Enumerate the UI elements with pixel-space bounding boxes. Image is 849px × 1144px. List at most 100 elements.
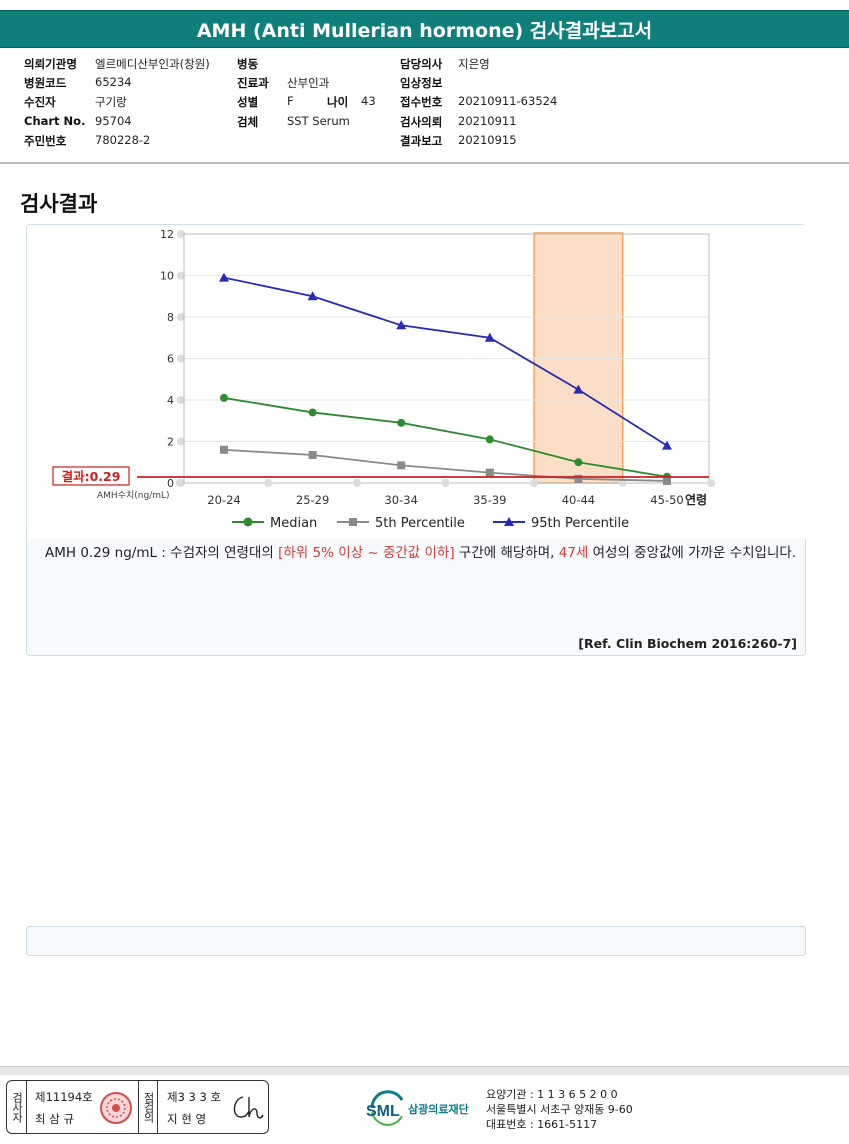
signature-box: 검사자 제11194호 최 삼 규 점검의 제3 3 3 호 지 현 영 xyxy=(6,1080,269,1134)
label-request-date: 검사의뢰 xyxy=(400,115,443,129)
examiner-name: 최 삼 규 xyxy=(35,1112,75,1126)
reviewer-label-text: 점검의 xyxy=(142,1092,155,1122)
value-receipt-no: 20210911-63524 xyxy=(458,94,558,108)
series-line xyxy=(223,276,668,447)
data-point xyxy=(220,393,228,402)
label-doctor: 담당의사 xyxy=(400,57,443,71)
header-divider xyxy=(0,162,849,164)
y-tick-label: 10 xyxy=(160,270,174,283)
y-tick-label: 2 xyxy=(167,436,174,449)
series-line xyxy=(223,448,668,482)
value-patient: 구기랑 xyxy=(95,95,127,109)
legend-marker xyxy=(243,517,253,527)
data-point xyxy=(308,408,317,417)
label-receipt-no: 접수번호 xyxy=(400,95,443,109)
value-specimen: SST Serum xyxy=(287,114,350,128)
data-point xyxy=(308,450,317,459)
label-hospital-code: 병원코드 xyxy=(24,76,67,90)
label-referring-hospital: 의뢰기관명 xyxy=(24,57,77,71)
x-tick-dot xyxy=(530,479,539,487)
x-axis-label: 연령 xyxy=(685,492,707,507)
value-referring-hospital: 엘르메디산부인과(창원) xyxy=(95,57,210,71)
value-doctor: 지은영 xyxy=(458,57,490,71)
data-point xyxy=(663,476,671,485)
chart-area: 0 2 4 6 8 10 12 20-24 25-29 30-34 35-39 40-44 45-50 연… xyxy=(27,225,807,539)
x-tick-label: 45-50 xyxy=(650,493,683,507)
label-age: 나이 xyxy=(327,95,349,109)
section-title: 검사결과 xyxy=(20,192,98,216)
x-tick-label: 30-34 xyxy=(384,493,417,507)
examiner-label-text: 검사자 xyxy=(10,1092,24,1122)
examiner-label: 검사자 xyxy=(7,1081,27,1133)
x-tick-dot xyxy=(175,479,184,487)
x-tick-dot xyxy=(441,479,450,487)
x-tick-label: 20-24 xyxy=(207,493,240,507)
label-patient: 수진자 xyxy=(24,95,56,109)
value-sex: F xyxy=(287,94,294,108)
result-panel: 0 2 4 6 8 10 12 20-24 25-29 30-34 35-39 40-44 45-50 연… xyxy=(26,224,807,656)
y-tick-label: 6 xyxy=(167,353,174,366)
data-point xyxy=(573,384,584,394)
value-age: 43 xyxy=(361,94,376,108)
data-point xyxy=(574,474,583,483)
report-title: AMH (Anti Mullerian hormone) 검사결과보고서 xyxy=(0,10,849,48)
legend-marker xyxy=(504,517,514,526)
data-point xyxy=(219,272,229,282)
description-range: [하위 5% 이상 ~ 중간값 이하] xyxy=(278,545,455,561)
reviewer-signature xyxy=(233,1096,264,1119)
legend-label: 5th Percentile xyxy=(375,516,465,531)
y-tick-dot xyxy=(177,396,185,404)
x-tick-dot xyxy=(707,479,716,487)
value-hospital-code: 65234 xyxy=(95,75,132,89)
data-point xyxy=(397,418,406,427)
data-point xyxy=(574,458,583,467)
x-tick-dot xyxy=(264,479,273,487)
y-tick-dot xyxy=(177,313,185,321)
data-point xyxy=(485,435,494,444)
y-tick-dot xyxy=(177,271,185,280)
y-tick-dot xyxy=(177,354,185,363)
footer-divider xyxy=(0,1066,849,1075)
data-point xyxy=(396,320,407,330)
data-point xyxy=(397,461,406,470)
reviewer-label: 점검의 xyxy=(138,1081,158,1133)
value-report-date: 20210915 xyxy=(458,133,517,147)
description-prefix: AMH 0.29 ng/mL : 수검자의 연령대의 xyxy=(45,545,279,561)
data-point xyxy=(484,332,495,342)
empty-panel xyxy=(26,926,806,956)
org-phone: 대표번호 : 1661-5117 xyxy=(486,1118,598,1131)
org-code: 요양기관 : 1 1 3 6 5 2 0 0 xyxy=(486,1088,618,1101)
label-id-number: 주민번호 xyxy=(24,134,67,148)
x-tick-label: 40-44 xyxy=(562,493,595,507)
examiner-seal xyxy=(100,1092,132,1124)
description-age: 47세 xyxy=(558,545,589,561)
result-label: 결과:0.29 xyxy=(62,469,121,484)
amh-chart: 0 2 4 6 8 10 12 20-24 25-29 30-34 35-39 40-44 45-50 연… xyxy=(52,228,716,531)
y-tick-dot xyxy=(177,437,185,446)
label-report-date: 결과보고 xyxy=(400,134,443,148)
org-address: 서울특별시 서초구 양재동 9-60 xyxy=(486,1103,633,1116)
label-clinical-info: 임상정보 xyxy=(400,76,443,90)
x-tick-dot xyxy=(352,479,361,487)
examiner-number: 제11194호 xyxy=(35,1090,93,1104)
y-tick-label: 8 xyxy=(167,311,174,324)
value-id-number: 780228-2 xyxy=(95,133,151,147)
description-suffix: 여성의 중앙값에 가까운 수치입니다. xyxy=(588,545,797,561)
data-point xyxy=(220,445,228,454)
value-chart-no: 95704 xyxy=(95,114,132,128)
organization-info: 요양기관 : 1 1 3 6 5 2 0 0 서울특별시 서초구 양재동 9-6… xyxy=(486,1087,633,1132)
label-chart-no: Chart No. xyxy=(24,114,86,128)
reviewer-number: 제3 3 3 호 xyxy=(167,1090,222,1104)
y-tick-dot xyxy=(177,230,185,238)
y-tick-label: 0 xyxy=(167,477,174,490)
x-tick-label: 35-39 xyxy=(473,493,506,507)
legend-label: 95th Percentile xyxy=(531,516,629,531)
description-middle: 구간에 해당하며, xyxy=(454,545,559,561)
y-tick-label: 12 xyxy=(160,228,174,241)
patient-info: 의뢰기관명 엘르메디산부인과(창원) 병원코드 65234 수진자 구기랑 Ch… xyxy=(0,54,849,162)
data-point xyxy=(485,468,494,477)
y-axis-label: AMH수치(ng/mL) xyxy=(97,489,170,501)
legend-marker xyxy=(349,518,357,526)
label-department: 진료과 xyxy=(237,76,269,90)
label-specimen: 검체 xyxy=(237,115,259,129)
